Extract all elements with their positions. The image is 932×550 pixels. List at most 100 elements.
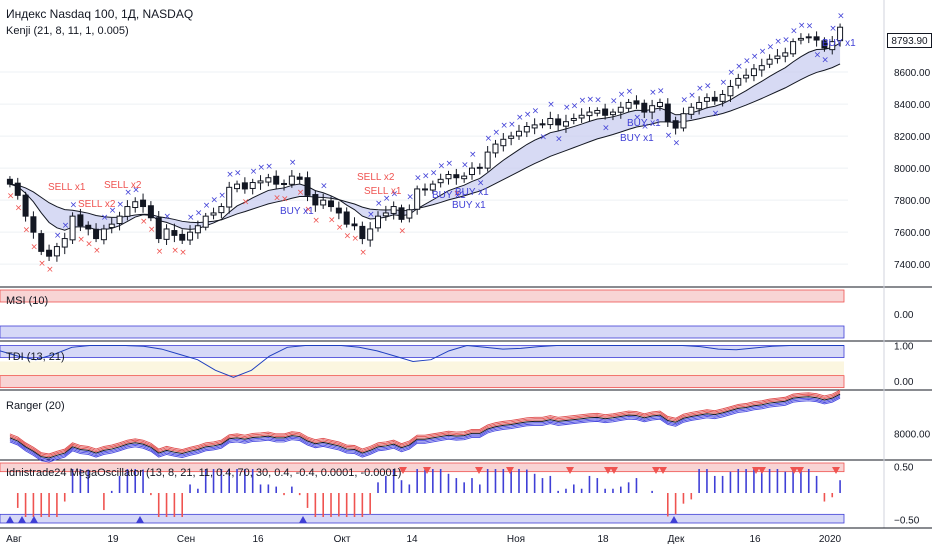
signal-x-marker: × [7,191,15,201]
signal-x-marker: × [234,169,242,179]
signal-x-marker: × [555,134,563,144]
candle-body [476,166,483,169]
signal-x-marker: × [211,196,219,206]
candle-body [617,106,624,113]
signal-x-marker: × [265,162,273,172]
candle-body [265,177,272,183]
time-tick-label: 2020 [819,534,842,545]
candle-body [390,206,397,214]
candle-body [359,225,366,240]
tdi-middle-zone [0,361,844,376]
candle-body [703,97,710,102]
signal-label: SELL x2 [78,199,116,210]
last-price-tag: 8793.90 [887,33,932,48]
signal-x-marker: × [469,150,477,160]
signal-x-marker: × [641,122,649,132]
signal-x-marker: × [610,97,618,107]
candle-body [664,103,671,123]
candle-body [281,182,288,185]
candle-body [163,228,170,240]
signal-x-marker: × [453,189,461,199]
signal-x-marker: × [688,91,696,101]
tdi-line [0,345,844,378]
sell-triangle [832,467,840,474]
candle-body [570,117,577,121]
time-tick-label: Сен [177,534,195,545]
signal-x-marker: × [837,12,845,22]
candle-body [774,55,781,60]
signal-x-marker: × [320,182,328,192]
candle-body [531,124,538,129]
signal-x-marker: × [821,56,829,66]
time-tick-label: 18 [597,534,609,545]
candle-body [782,52,789,57]
ranger-band-line [9,392,841,458]
sell-triangle [566,467,574,474]
time-tick-label: 16 [252,534,264,545]
signal-x-marker: × [195,209,203,219]
candle-body [304,177,311,196]
signal-x-marker: × [547,100,555,110]
signal-x-marker: × [571,102,579,112]
candle-body [656,101,663,107]
tdi-lower-zone [0,375,845,389]
buy-triangle [670,516,678,523]
msi-tick-label: 0.00 [894,310,914,321]
signal-x-marker: × [124,188,132,198]
time-tick-label: 16 [749,534,761,545]
candle-body [335,207,342,214]
buy-triangle [18,516,26,523]
ranger-band-line [9,396,841,462]
price-tick-label: 8000.00 [894,164,931,175]
signal-x-marker: × [665,131,673,141]
signal-x-marker: × [586,95,594,105]
signal-x-marker: × [508,120,516,130]
signal-label: BUY x1 [432,190,466,201]
signal-x-marker: × [829,24,837,34]
candle-body [147,205,154,219]
signal-x-marker: × [38,259,46,269]
signal-x-marker: × [15,204,23,214]
signal-x-marker: × [117,200,125,210]
candle-body [226,186,233,208]
ranger-band-line [9,397,841,463]
candle-body [194,225,201,234]
signal-x-marker: × [633,113,641,123]
candle-body [813,36,820,41]
signal-x-marker: × [618,90,626,100]
signal-x-marker: × [673,138,681,148]
candle-body [555,118,562,126]
signal-x-marker: × [399,227,407,237]
signal-x-marker: × [532,106,540,116]
signal-x-marker: × [626,87,634,97]
candle-body [578,114,585,119]
tdi-title: TDI (13, 21) [6,351,65,363]
signal-label: BUY x1 [620,133,654,144]
signal-x-marker: × [391,189,399,199]
signal-x-marker: × [148,225,156,235]
sell-triangle [423,467,431,474]
signal-x-marker: × [461,160,469,170]
candle-body [53,246,60,257]
candle-body [508,135,515,139]
candle-body [14,182,21,196]
candle-body [93,228,100,240]
ranger-band-line [9,391,841,456]
signal-x-marker: × [336,223,344,233]
ranger-price-line [9,393,841,459]
price-tick-label: 7800.00 [894,196,931,207]
candle-body [124,206,131,217]
candle-body [429,183,436,191]
candle-body [696,101,703,110]
candle-body [108,223,115,229]
candle-body [625,101,632,109]
mega-tick-label: −0.50 [894,516,920,527]
candle-body [766,58,773,65]
signal-x-marker: × [798,21,806,31]
msi-oversold-zone [0,325,845,339]
candle-body [649,105,656,113]
candle-body [116,215,123,225]
candle-body [30,216,37,233]
